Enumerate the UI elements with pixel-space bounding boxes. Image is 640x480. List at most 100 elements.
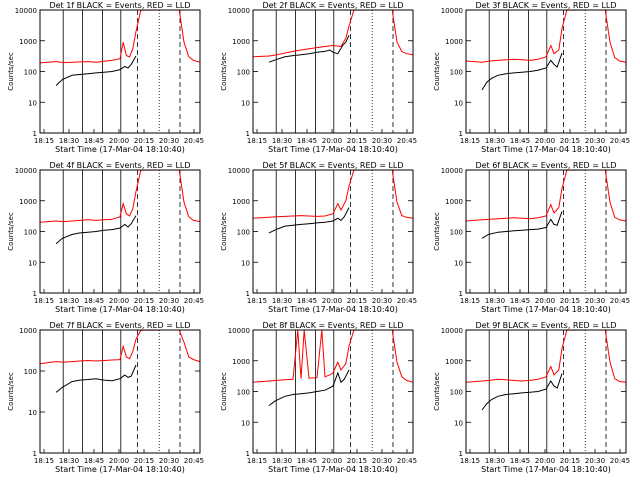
- chart-title: Det 3f BLACK = Events, RED = LLD: [475, 1, 616, 10]
- x-axis-label: Start Time (17-Mar-04 18:10:40): [268, 465, 398, 474]
- x-tick-label: 18:45: [297, 137, 317, 145]
- y-tick-label: 1: [33, 290, 37, 298]
- y-tick-label: 10000: [228, 7, 250, 15]
- x-axis-label: Start Time (17-Mar-04 18:10:40): [268, 305, 398, 314]
- y-tick-label: 100: [237, 389, 250, 397]
- y-tick-label: 100: [24, 368, 37, 376]
- y-tick-label: 1: [33, 130, 37, 138]
- y-tick-label: 1: [246, 290, 250, 298]
- x-tick-label: 18:15: [247, 457, 267, 465]
- series-line-red: [39, 329, 201, 365]
- y-tick-label: 10: [28, 409, 37, 417]
- x-tick-label: 18:30: [485, 297, 505, 305]
- chart-title: Det 9f BLACK = Events, RED = LLD: [475, 321, 616, 330]
- x-tick-label: 20:15: [134, 297, 154, 305]
- x-tick-label: 20:00: [535, 297, 555, 305]
- y-tick-label: 10000: [441, 327, 463, 335]
- x-axis-label: Start Time (17-Mar-04 18:10:40): [55, 305, 185, 314]
- x-tick-label: 20:45: [610, 137, 630, 145]
- y-tick-label: 10: [454, 419, 463, 427]
- x-tick-label: 18:45: [84, 457, 104, 465]
- chart-panel-5: Det 5f BLACK = Events, RED = LLD 1 10 100 10…: [220, 161, 417, 314]
- y-tick-label: 100: [24, 69, 37, 77]
- x-tick-label: 18:45: [510, 297, 530, 305]
- x-tick-label: 20:00: [535, 457, 555, 465]
- x-tick-label: 20:45: [610, 457, 630, 465]
- plot-frame: [465, 329, 627, 454]
- x-tick-label: 20:45: [184, 297, 204, 305]
- plot-frame: [39, 329, 201, 454]
- series-line-black: [55, 364, 137, 393]
- y-tick-label: 10000: [441, 7, 463, 15]
- series-line-black: [481, 373, 563, 411]
- y-tick-label: 1: [459, 130, 463, 138]
- x-tick-label: 20:45: [184, 137, 204, 145]
- x-tick-label: 18:45: [297, 457, 317, 465]
- x-tick-label: 20:30: [372, 137, 392, 145]
- series-line-black: [268, 369, 350, 406]
- plot-frame: [465, 9, 627, 134]
- x-tick-label: 18:15: [460, 137, 480, 145]
- y-tick-label: 10000: [228, 167, 250, 175]
- chart-panel-4: Det 4f BLACK = Events, RED = LLD 1 10 100 10…: [7, 161, 204, 314]
- y-tick-label: 1000: [445, 198, 463, 206]
- x-tick-label: 18:45: [297, 297, 317, 305]
- series-line-red: [465, 9, 627, 63]
- y-axis-label: Counts/sec: [7, 372, 15, 411]
- y-tick-label: 1000: [19, 38, 37, 46]
- x-tick-label: 18:15: [34, 297, 54, 305]
- x-tick-label: 20:30: [585, 137, 605, 145]
- series-line-black: [268, 35, 350, 63]
- plot-frame: [39, 9, 201, 134]
- y-tick-label: 1000: [232, 358, 250, 366]
- x-tick-label: 20:15: [134, 457, 154, 465]
- series-line-red: [465, 329, 627, 383]
- x-tick-label: 20:15: [560, 137, 580, 145]
- chart-panel-1: Det 1f BLACK = Events, RED = LLD 1 10 100 10…: [7, 1, 204, 154]
- x-tick-label: 18:30: [272, 457, 292, 465]
- x-tick-label: 20:00: [322, 457, 342, 465]
- y-tick-label: 10: [28, 99, 37, 107]
- chart-panel-9: Det 9f BLACK = Events, RED = LLD 1 10 100 10…: [433, 321, 630, 474]
- x-tick-label: 20:15: [347, 457, 367, 465]
- plot-frame: [252, 9, 414, 134]
- x-tick-label: 20:15: [560, 297, 580, 305]
- series-line-black: [55, 215, 137, 245]
- series-line-black: [268, 207, 350, 234]
- chart-title: Det 7f BLACK = Events, RED = LLD: [49, 321, 190, 330]
- x-tick-label: 20:45: [397, 137, 417, 145]
- y-tick-label: 1000: [445, 358, 463, 366]
- y-tick-label: 1: [246, 450, 250, 458]
- x-tick-label: 20:00: [109, 457, 129, 465]
- y-tick-label: 1: [33, 450, 37, 458]
- y-tick-label: 10: [454, 259, 463, 267]
- y-tick-label: 1: [459, 290, 463, 298]
- series-line-red: [252, 169, 414, 219]
- plot-frame: [252, 169, 414, 294]
- x-tick-label: 18:45: [84, 297, 104, 305]
- y-tick-label: 1000: [232, 38, 250, 46]
- y-tick-label: 100: [24, 229, 37, 237]
- x-tick-label: 18:30: [485, 457, 505, 465]
- y-tick-label: 100: [450, 69, 463, 77]
- x-tick-label: 20:30: [159, 297, 179, 305]
- x-tick-label: 20:00: [535, 137, 555, 145]
- y-tick-label: 10000: [15, 167, 37, 175]
- y-axis-label: Counts/sec: [220, 212, 228, 251]
- y-tick-label: 10: [28, 259, 37, 267]
- y-axis-label: Counts/sec: [433, 372, 441, 411]
- chart-panel-7: Det 7f BLACK = Events, RED = LLD 1 10 100 10…: [7, 321, 204, 474]
- chart-title: Det 6f BLACK = Events, RED = LLD: [475, 161, 616, 170]
- y-tick-label: 1000: [445, 38, 463, 46]
- y-axis-label: Counts/sec: [7, 52, 15, 91]
- plot-frame: [39, 169, 201, 294]
- series-line-black: [55, 55, 137, 86]
- x-tick-label: 20:45: [610, 297, 630, 305]
- x-tick-label: 20:45: [397, 297, 417, 305]
- y-axis-label: Counts/sec: [7, 212, 15, 251]
- x-tick-label: 18:15: [34, 137, 54, 145]
- y-tick-label: 1: [459, 450, 463, 458]
- x-tick-label: 20:00: [109, 297, 129, 305]
- x-tick-label: 18:15: [460, 457, 480, 465]
- x-tick-label: 18:45: [510, 457, 530, 465]
